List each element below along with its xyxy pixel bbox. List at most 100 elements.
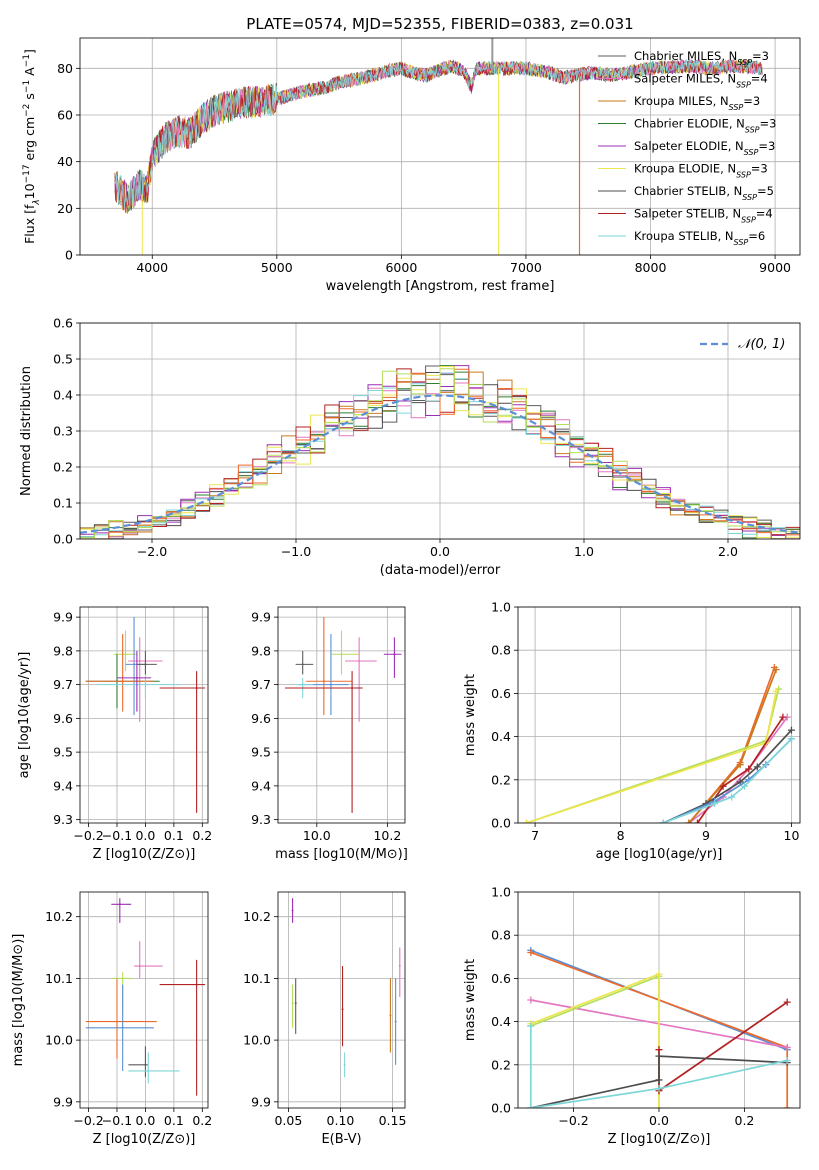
mass_age-plot-area xyxy=(285,617,402,813)
y-axis-label: age [log10(age/yr)] xyxy=(17,652,32,779)
panels: 4000 5000 6000 7000 8000 9000 0 20 40 60 80 wavelen… xyxy=(11,37,801,1147)
x-tick-label: −0.1 xyxy=(102,828,132,843)
data-point xyxy=(291,1002,294,1005)
weight-line xyxy=(658,1001,788,1093)
y-axis-label-part: −1 xyxy=(22,54,32,67)
legend-entry: Chabrier MILES, NSSP=3 xyxy=(634,49,769,67)
y-axis-label-part: λ xyxy=(32,199,42,205)
spectrum-line xyxy=(114,59,763,211)
data-point xyxy=(351,687,354,689)
y-tick-label: 1.0 xyxy=(491,885,511,900)
x-tick-label: 10 xyxy=(784,828,800,843)
data-point xyxy=(195,983,198,986)
x-tick-label: −0.2 xyxy=(558,1113,588,1128)
y-tick-label: 9.9 xyxy=(53,610,73,625)
weight-line xyxy=(526,691,777,823)
z_age-grid xyxy=(80,607,208,823)
y-axis-label-part: 10 xyxy=(22,183,37,199)
y-tick-label: 10.2 xyxy=(243,909,271,924)
y-tick-label: 0.4 xyxy=(491,729,511,744)
legend-text: Kroupa ELODIE, N xyxy=(634,162,736,176)
legend-subscript: SSP xyxy=(736,80,751,89)
y-tick-label: 80 xyxy=(57,61,73,76)
legend-text: Kroupa MILES, N xyxy=(634,94,729,108)
legend-entry: 𝒩(0, 1) xyxy=(738,337,785,352)
z_mass-panel: −0.2−0.1 0.0 0.1 0.2 9.9 10.0 10.1 10.2 Z [log10… xyxy=(11,891,212,1147)
x-tick-label: 9000 xyxy=(759,260,791,275)
figure-title: PLATE=0574, MJD=52355, FIBERID=0383, z=0… xyxy=(246,15,633,33)
ebv_mass-frame xyxy=(277,891,406,1109)
legend-subscript: SSP xyxy=(736,170,751,179)
x-tick-label: 10.0 xyxy=(303,828,331,843)
legend-subscript: SSP xyxy=(729,103,744,112)
data-point xyxy=(294,1002,297,1005)
legend-count: =3 xyxy=(760,117,777,131)
y-tick-label: 9.4 xyxy=(251,778,271,793)
y-tick-label: 9.3 xyxy=(53,812,73,827)
data-point xyxy=(358,660,361,662)
x-tick-label: 6000 xyxy=(385,260,417,275)
weight-marker xyxy=(753,763,761,771)
data-point xyxy=(341,1008,344,1011)
weight-marker xyxy=(787,735,795,743)
y-tick-label: 0.3 xyxy=(53,424,73,439)
data-point xyxy=(135,676,138,679)
x-tick-label: 0.1 xyxy=(164,1113,184,1128)
data-point xyxy=(322,680,325,683)
legend-entry: Kroupa MILES, NSSP=3 xyxy=(634,94,760,112)
y-tick-label: 0.0 xyxy=(491,816,511,831)
y-axis-label-part: −2 xyxy=(22,104,32,117)
y-tick-label: 0.6 xyxy=(53,316,73,331)
y-tick-label: 0.0 xyxy=(491,1101,511,1116)
legend-count: =3 xyxy=(743,94,760,108)
x-tick-label: 0.1 xyxy=(164,828,184,843)
weight-marker xyxy=(527,948,535,956)
legend-subscript: SSP xyxy=(737,58,752,67)
x-tick-label: 2.0 xyxy=(718,544,738,559)
age_weight-frame xyxy=(517,606,801,824)
z_mass-frame xyxy=(79,891,209,1109)
legend-text: Chabrier MILES, N xyxy=(634,49,737,63)
x-tick-label: 10.2 xyxy=(373,828,401,843)
x-axis-label: (data-model)/error xyxy=(380,563,501,578)
data-point xyxy=(124,653,127,656)
x-axis-label: wavelength [Angstrom, rest frame] xyxy=(326,279,555,294)
y-tick-label: 0.4 xyxy=(53,388,73,403)
data-point xyxy=(121,977,124,980)
weight-marker xyxy=(693,819,701,823)
y-tick-label: 9.6 xyxy=(251,711,271,726)
x-tick-label: 0.2 xyxy=(735,1113,755,1128)
legend-count: =4 xyxy=(751,72,768,86)
weight-marker xyxy=(783,1056,791,1064)
residuals-grid xyxy=(80,322,800,540)
data-point xyxy=(393,653,396,656)
x-tick-label: 1.0 xyxy=(574,544,594,559)
x-tick-label: −0.2 xyxy=(73,1113,103,1128)
x-tick-label: 0.0 xyxy=(135,828,155,843)
z_mass-grid xyxy=(80,892,208,1108)
residuals-frame xyxy=(79,322,801,540)
data-point xyxy=(144,663,147,666)
legend-entry: Salpeter MILES, NSSP=4 xyxy=(634,72,768,90)
data-point xyxy=(115,1020,118,1023)
spectrum-frame xyxy=(79,37,801,256)
x-axis-label: age [log10(age/yr)] xyxy=(596,847,723,862)
data-point xyxy=(301,663,304,666)
weight-line xyxy=(530,1055,788,1108)
weight-marker xyxy=(787,726,795,734)
mass_age-panel: 10.0 10.2 9.3 9.4 9.5 9.6 9.7 9.8 9.9 mass [log10… xyxy=(251,606,408,862)
y-tick-label: 10.1 xyxy=(45,971,73,986)
weight-marker xyxy=(736,761,744,769)
y-tick-label: 9.4 xyxy=(53,778,73,793)
data-point xyxy=(121,1026,124,1029)
weight-marker xyxy=(783,998,791,1006)
x-tick-label: 0.15 xyxy=(379,1113,407,1128)
legend-subscript: SSP xyxy=(741,215,756,224)
y-tick-label: 0.8 xyxy=(491,928,511,943)
data-point xyxy=(329,683,332,686)
legend-count: =3 xyxy=(752,49,769,63)
weight-marker xyxy=(685,819,693,823)
weight-marker xyxy=(772,666,780,674)
x-tick-label: 7 xyxy=(531,828,539,843)
legend-entry: Chabrier ELODIE, NSSP=3 xyxy=(634,117,776,135)
